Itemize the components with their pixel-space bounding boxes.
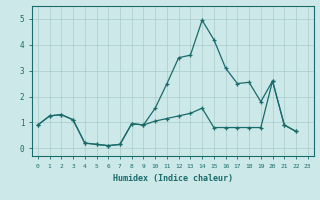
X-axis label: Humidex (Indice chaleur): Humidex (Indice chaleur) <box>113 174 233 183</box>
